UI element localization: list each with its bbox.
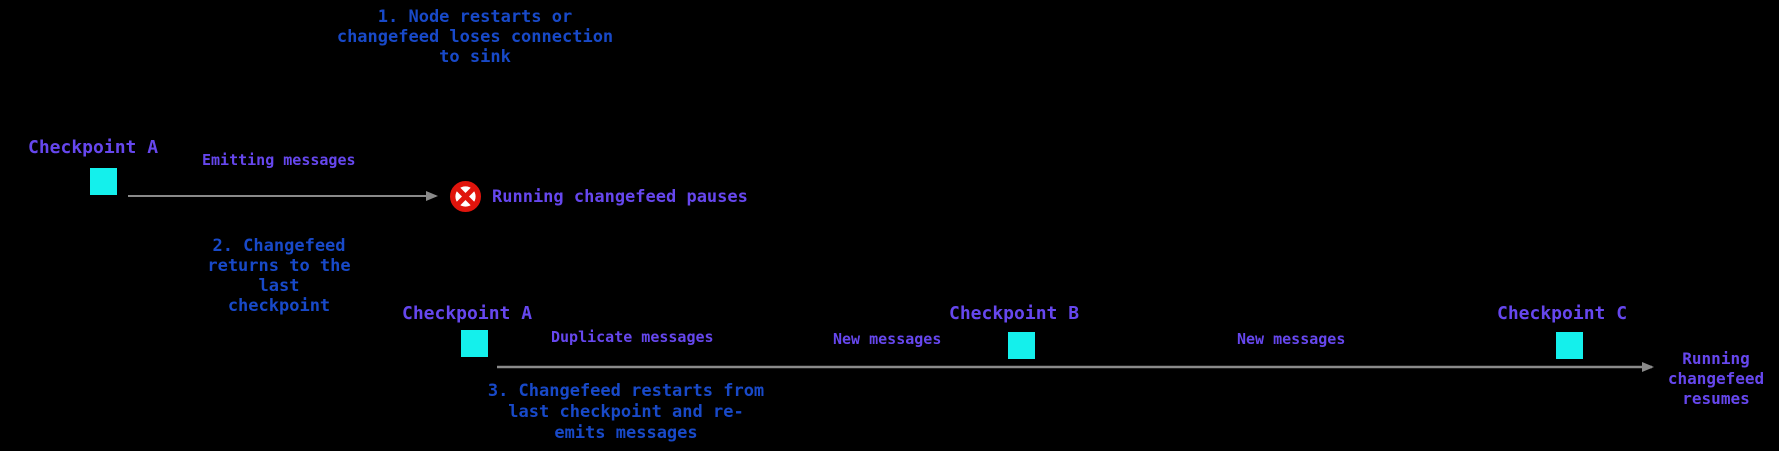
checkpoint-b-label: Checkpoint B bbox=[949, 303, 1080, 324]
checkpoint-a-top-marker bbox=[90, 168, 117, 195]
running-changefeed-pauses-label: Running changefeed pauses bbox=[492, 187, 748, 207]
new-messages-label-2: New messages bbox=[1237, 330, 1346, 348]
changefeed-paused-cancel-icon bbox=[449, 180, 482, 213]
annotation-step-3: 3. Changefeed restarts from last checkpo… bbox=[487, 381, 765, 443]
checkpoint-a-bottom-label: Checkpoint A bbox=[402, 303, 533, 324]
checkpoint-a-top-label: Checkpoint A bbox=[28, 137, 159, 158]
checkpoint-c-label: Checkpoint C bbox=[1497, 303, 1628, 324]
running-changefeed-resumes-label: Running changefeed resumes bbox=[1667, 349, 1765, 408]
new-messages-label-1: New messages bbox=[833, 330, 942, 348]
emitting-messages-label: Emitting messages bbox=[202, 151, 356, 169]
annotation-step-1: 1. Node restarts or changefeed loses con… bbox=[336, 7, 614, 67]
checkpoint-c-marker bbox=[1556, 332, 1583, 359]
checkpoint-b-marker bbox=[1008, 332, 1035, 359]
annotation-step-2: 2. Changefeed returns to the last checkp… bbox=[207, 236, 351, 316]
duplicate-messages-label: Duplicate messages bbox=[551, 328, 714, 346]
checkpoint-a-bottom-marker bbox=[461, 330, 488, 357]
